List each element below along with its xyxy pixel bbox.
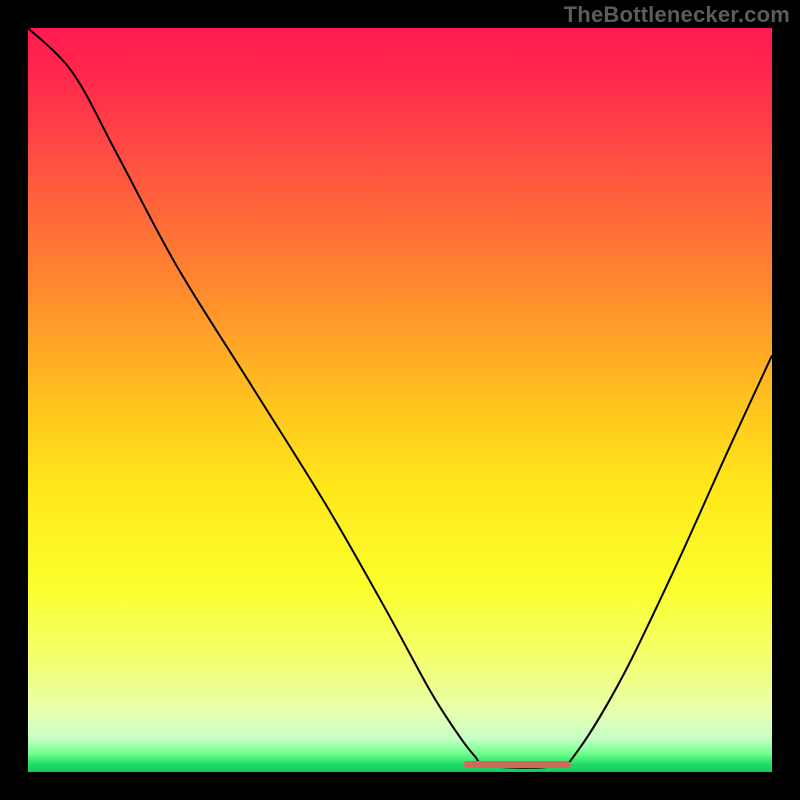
watermark-text: TheBottlenecker.com	[564, 2, 790, 28]
gradient-background	[28, 28, 772, 772]
chart-frame: TheBottlenecker.com	[0, 0, 800, 800]
plot-svg	[0, 0, 800, 800]
